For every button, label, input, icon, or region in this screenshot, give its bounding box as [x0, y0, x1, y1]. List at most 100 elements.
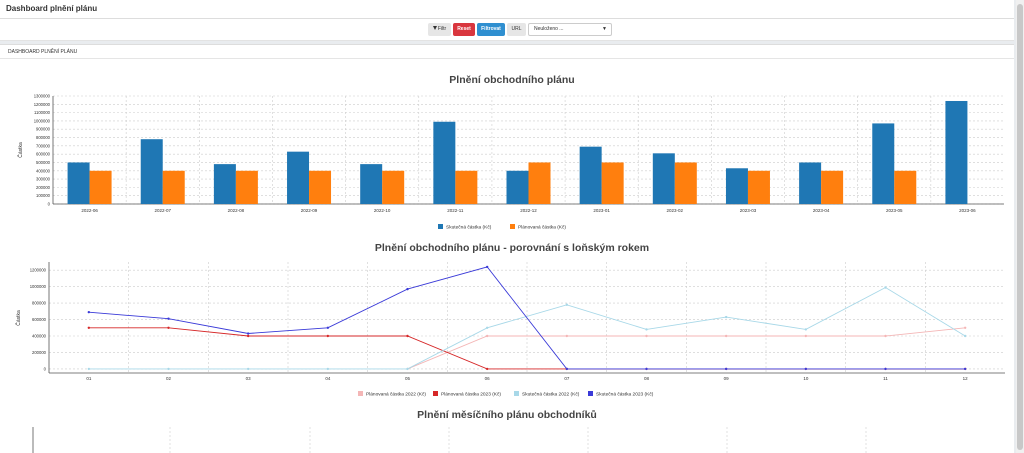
chart2-y-tick: 0: [44, 366, 47, 371]
chart2-x-tick: 07: [564, 376, 570, 381]
chart1-bar: [945, 100, 968, 204]
chart2-point: [804, 328, 808, 331]
chart2-x-tick: 04: [325, 376, 331, 381]
chart2-point: [167, 317, 170, 320]
chart2-y-tick: 800000: [32, 301, 47, 306]
chart2-point: [246, 334, 250, 338]
chart2-point: [167, 326, 170, 329]
chart2-series-line: [88, 286, 966, 370]
chart1-legend-swatch: [438, 224, 443, 229]
chart2-y-tick: 400000: [32, 334, 47, 339]
chart1-bar: [67, 162, 90, 204]
chart1-bar: [213, 164, 236, 204]
chart1-y-tick: 1000000: [34, 118, 51, 123]
chart1-x-tick: 2022-06: [81, 208, 98, 213]
chart2-legend-label: Plánovaná částka 2022 (Kč): [366, 392, 426, 398]
chart1-bar: [725, 168, 748, 204]
filter-button[interactable]: Filtr: [428, 23, 451, 36]
chart1-legend-swatch: [510, 224, 515, 229]
chart2-title: Plnění obchodního plánu - porovnání s lo…: [375, 242, 649, 254]
chart1-bar: [894, 170, 917, 204]
chart1-x-tick: 2023-06: [959, 208, 976, 213]
chart2-x-tick: 12: [963, 376, 969, 381]
chart2-x-tick: 10: [803, 376, 809, 381]
chart2-point: [326, 334, 330, 338]
apply-filter-button[interactable]: Filtrovat: [477, 23, 505, 36]
chart2-y-label: Částka: [15, 310, 22, 326]
chart2-point: [406, 287, 409, 291]
chart3-title: Plnění měsíčního plánu obchodníků: [417, 409, 597, 421]
chart2-legend-swatch: [358, 391, 363, 396]
chart2-y-tick: 600000: [32, 317, 47, 322]
chart2-point: [963, 367, 967, 371]
chart2-legend-swatch: [433, 391, 438, 396]
chart1-x-tick: 2022-09: [301, 208, 318, 213]
chart1-legend-label: Plánovaná částka (Kč): [518, 225, 566, 231]
chart1-y-tick: 100000: [36, 193, 51, 198]
chart1-y-tick: 800000: [36, 135, 51, 140]
chart1-y-tick: 0: [48, 202, 51, 207]
chart1-x-tick: 2022-08: [228, 208, 245, 213]
panel-header: DASHBOARD PLNĚNÍ PLÁNU: [0, 45, 1014, 59]
chart2-point: [804, 367, 808, 371]
chart1-bar: [579, 146, 602, 204]
chart1-y-tick: 400000: [36, 168, 51, 173]
chart1-bar: [235, 170, 258, 204]
chart2-point: [724, 367, 728, 371]
chart1-title: Plnění obchodního plánu: [449, 74, 574, 86]
panel-title: DASHBOARD PLNĚNÍ PLÁNU: [8, 49, 78, 55]
chart2-point: [246, 367, 250, 371]
chart1-bar: [652, 153, 675, 204]
chart2-y-tick: 1000000: [30, 284, 47, 289]
chart2-x-tick: 06: [485, 376, 491, 381]
chart2-point: [87, 310, 91, 314]
page-title: Dashboard plnění plánu: [6, 4, 98, 13]
reset-button[interactable]: Reset: [453, 23, 475, 36]
chart2-point: [326, 367, 330, 371]
chart2-point: [485, 367, 489, 371]
chart1-y-tick: 500000: [36, 160, 51, 165]
chart1-y-tick: 200000: [36, 185, 51, 190]
chart2-y-tick: 200000: [32, 350, 47, 355]
chart2-x-tick: 01: [86, 376, 92, 381]
saved-filter-value: Neuloženo ...: [534, 26, 564, 32]
chart1-x-tick: 2022-07: [154, 208, 171, 213]
chart1-y-tick: 300000: [36, 177, 51, 182]
chart1-x-tick: 2022-11: [447, 208, 464, 213]
chart2-point: [485, 334, 489, 338]
chart2-x-tick: 11: [883, 376, 888, 381]
chart2-legend-label: Skutečná částka 2023 (Kč): [596, 392, 654, 398]
chart2-point: [963, 334, 967, 338]
chart2-point: [884, 367, 887, 371]
chart2-x-tick: 03: [246, 376, 252, 381]
saved-filter-select[interactable]: Neuloženo ... ▼: [528, 23, 612, 36]
chart1-y-tick: 1200000: [34, 102, 51, 107]
chart2-series-line: [407, 327, 966, 370]
dashboard-panel: DASHBOARD PLNĚNÍ PLÁNU: [0, 44, 1014, 453]
chart2-y-tick: 1200000: [30, 268, 47, 273]
chart2-point: [87, 367, 91, 371]
chart1-bar: [799, 162, 822, 204]
chart1-x-tick: 2023-02: [667, 208, 684, 213]
chart1-bar: [433, 121, 456, 204]
chart2-x-tick: 02: [166, 376, 172, 381]
chart1-bar: [309, 170, 332, 204]
chart2-point: [406, 334, 409, 338]
chart1-x-tick: 2022-12: [520, 208, 537, 213]
chart2-point: [565, 334, 569, 338]
chart2-legend-swatch: [588, 391, 593, 396]
chart1-bar: [506, 170, 529, 204]
chart1-bar: [89, 170, 112, 204]
chart1-y-tick: 900000: [36, 127, 51, 132]
filter-toolbar: Filtr Reset Filtrovat URL Neuloženo ... …: [0, 19, 1014, 41]
chart2-point: [565, 367, 569, 371]
chart2-point: [645, 328, 648, 331]
chart2-point: [485, 265, 489, 269]
chart2-point: [565, 303, 569, 306]
scrollbar-thumb[interactable]: [1017, 4, 1023, 450]
url-button[interactable]: URL: [507, 23, 526, 36]
chart2-point: [87, 326, 91, 329]
chart2-point: [645, 367, 648, 371]
vertical-scrollbar[interactable]: [1016, 0, 1024, 453]
